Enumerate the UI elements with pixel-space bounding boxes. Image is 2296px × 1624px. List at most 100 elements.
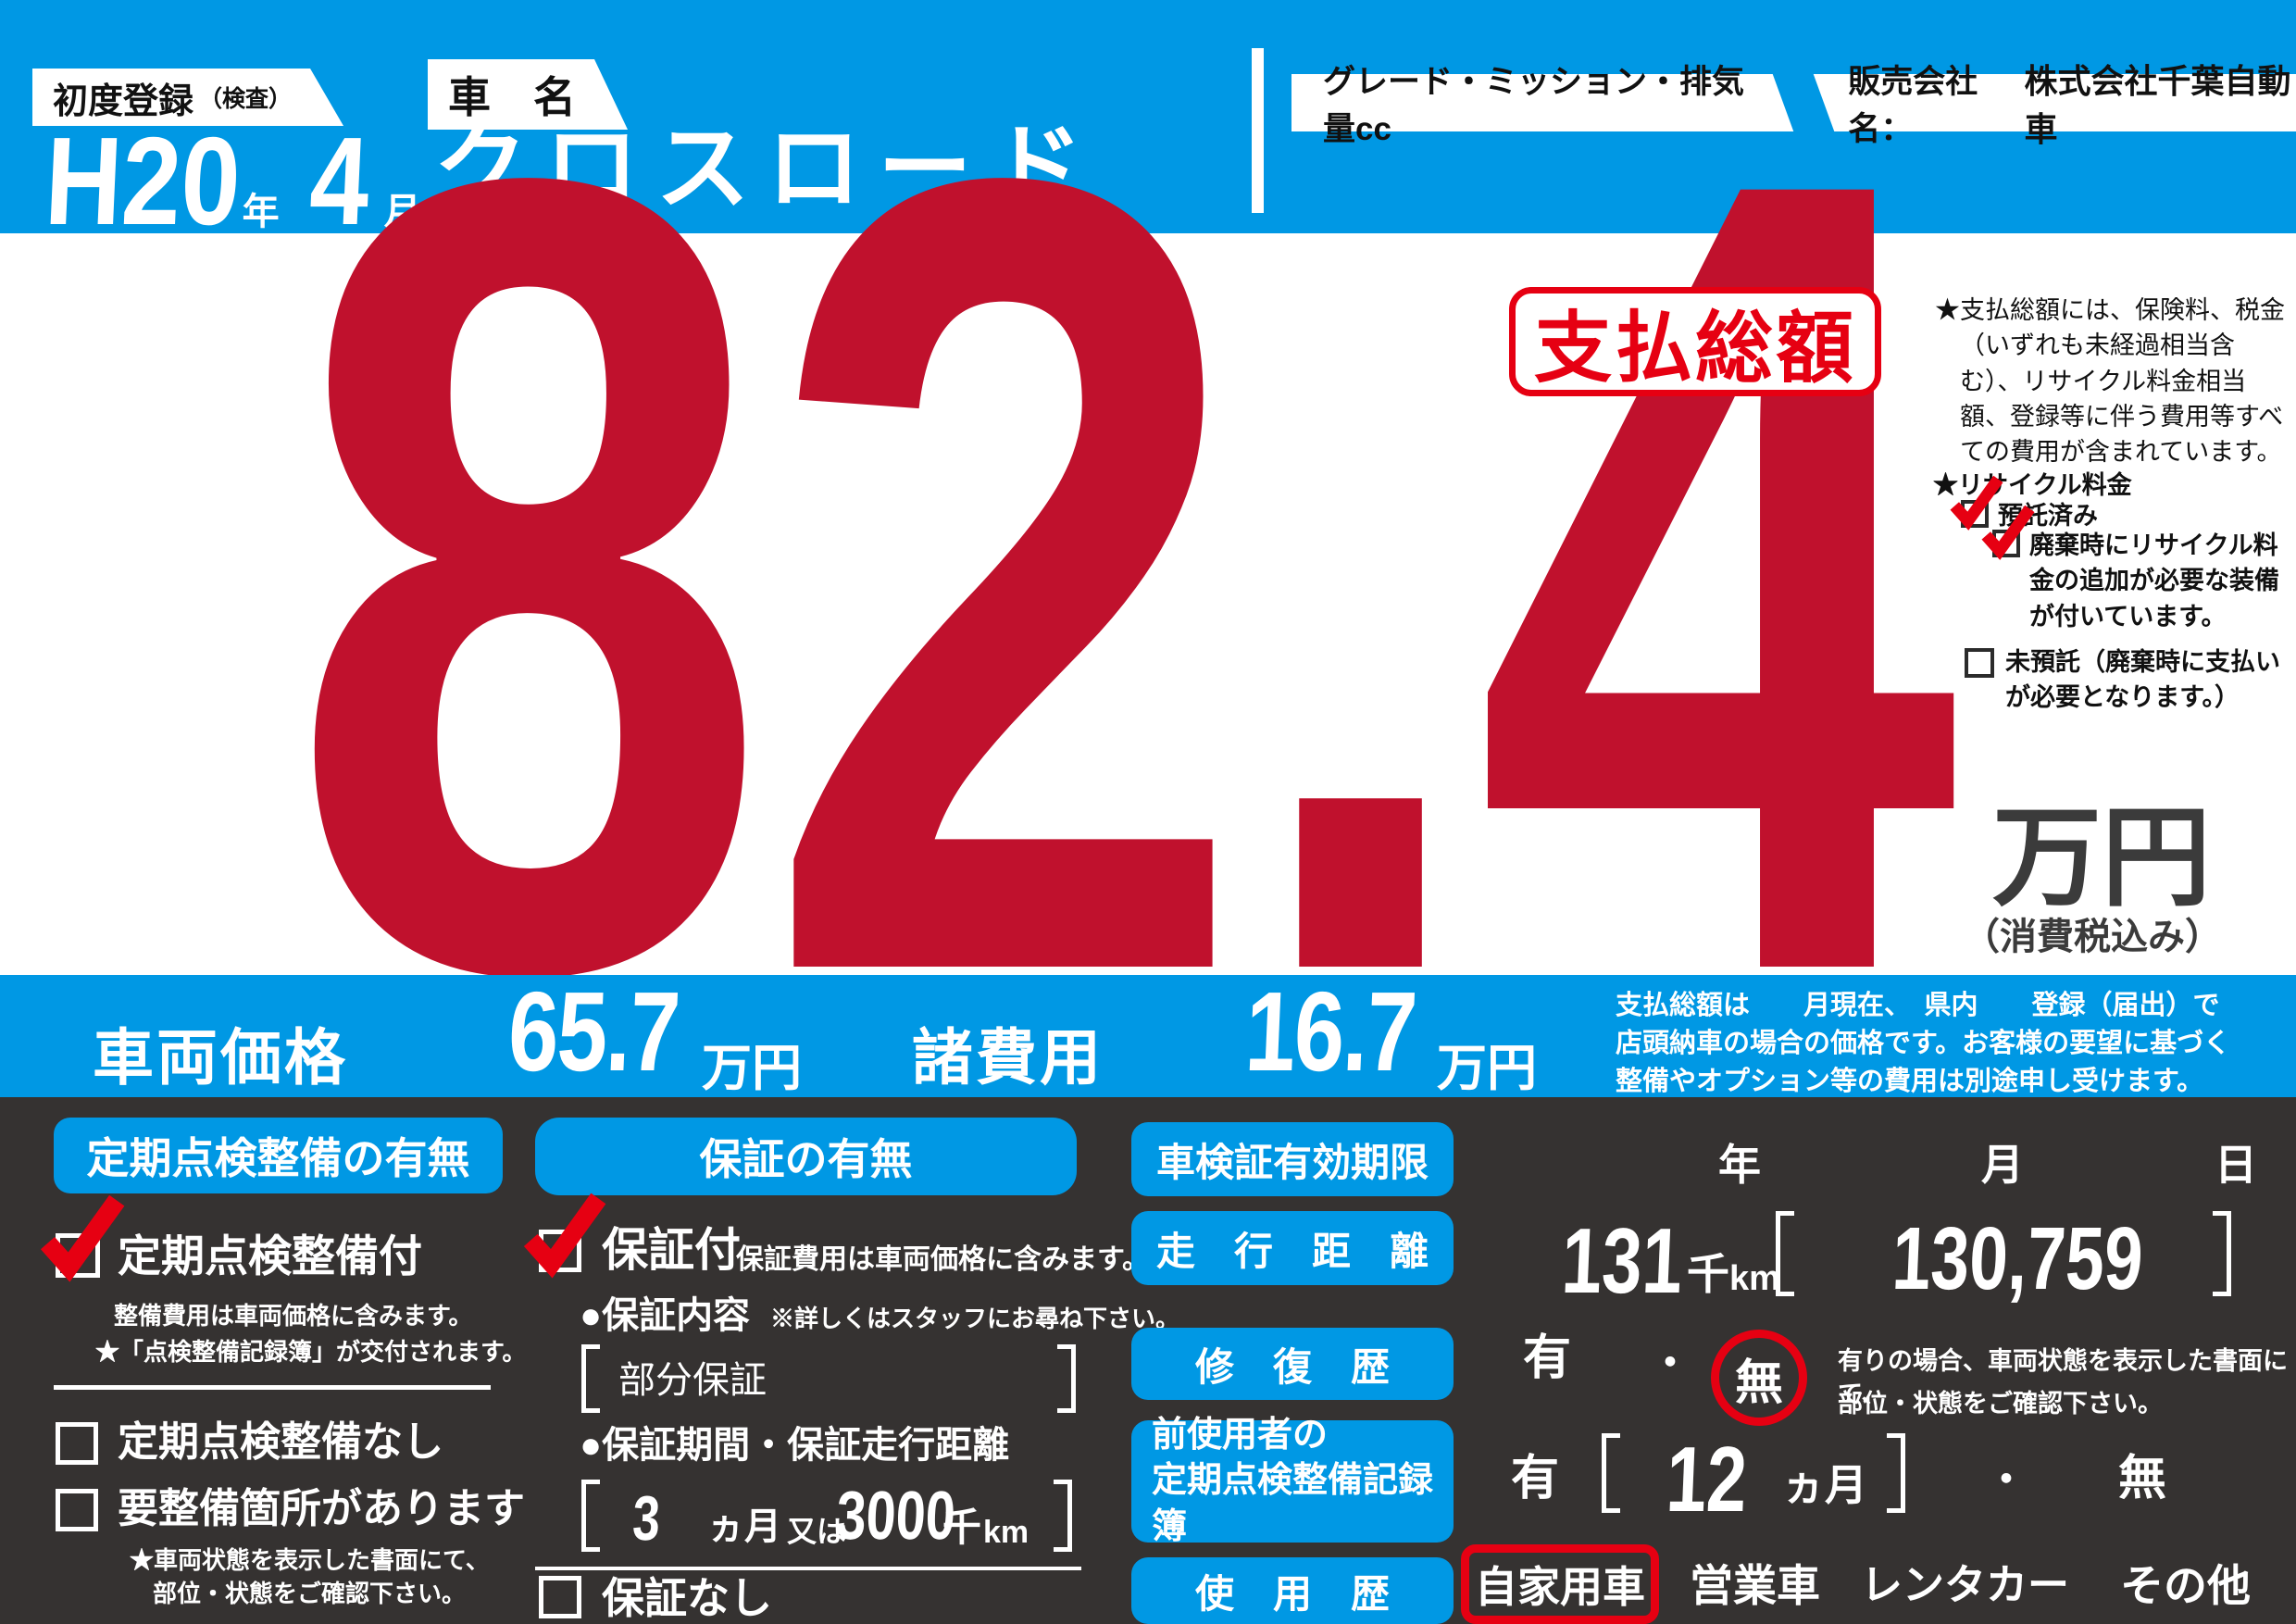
maintenance-without-label: 定期点検整備なし (118, 1419, 443, 1465)
record-book-label-line1: 前使用者の (1152, 1415, 1329, 1455)
first-registration-note: （検査） (199, 86, 293, 112)
header-bar: 初度登録 （検査） 車 名 H20 年 4 月 クロスロード グレード・ミッショ… (0, 0, 2296, 251)
car-name-tag: 車 名 (428, 59, 628, 130)
price-bar-note-line3: 整備やオプション等の費用は別途申し受けます。 (1616, 1067, 2204, 1097)
box-mark-icon: 自家用車 (1461, 1544, 1659, 1624)
vehicle-price-value: 65.7 (505, 968, 681, 1094)
warranty-period-distance-unit2: km (983, 1515, 1029, 1550)
usage-option-rental: レンタカー (1861, 1561, 2070, 1608)
mileage-label: 走 行 距 離 (1131, 1211, 1454, 1285)
warranty-with-note: 保証費用は車両価格に含みます。 (736, 1244, 1150, 1275)
maintenance-note-2: ★「点検整備記録簿」が交付されます。 (95, 1338, 527, 1366)
needs-maintenance-note-1: ★車両状態を表示した書面にて、 (130, 1546, 490, 1574)
mileage-unit-1: 千 (1687, 1250, 1729, 1298)
check-icon (523, 1193, 606, 1279)
checkbox-warranty-without[interactable] (539, 1576, 581, 1618)
fees-value: 16.7 (1242, 968, 1418, 1094)
warranty-divider (535, 1567, 1081, 1570)
fees-unit: 万円 (1437, 1041, 1537, 1096)
check-icon (1950, 475, 2003, 531)
inspection-year-unit: 年 (1718, 1141, 1761, 1189)
inspection-day-unit: 日 (2215, 1141, 2257, 1189)
recycle-title: ★リサイクル料金 (1933, 471, 2132, 499)
checkbox-needs-maintenance[interactable] (56, 1489, 98, 1531)
price-bar-note-line1: 支払総額は 月現在、 県内 登録（届出）で (1616, 991, 2220, 1020)
check-icon (1981, 505, 2035, 560)
maintenance-note-1: 整備費用は車両価格に含みます。 (114, 1302, 473, 1330)
warranty-period-label: ●保証期間・保証走行距離 (580, 1425, 1010, 1466)
warranty-with-label: 保証付 (602, 1224, 741, 1276)
bracket-open-icon (581, 1480, 600, 1552)
record-yes: 有 (1511, 1452, 1560, 1505)
bracket-close-icon (1887, 1433, 1905, 1513)
circle-mark-icon: 無 (1711, 1330, 1807, 1426)
header-divider (1252, 48, 1264, 213)
repair-yes: 有 (1523, 1331, 1572, 1385)
warranty-period-or: 又は (787, 1515, 847, 1548)
first-registration-tag: 初度登録 （検査） (32, 69, 343, 126)
warranty-content-note: ※詳しくはスタッフにお尋ね下さい。 (770, 1305, 1180, 1332)
bracket-open-icon (1602, 1433, 1620, 1513)
recycle-equipment-note: 廃棄時にリサイクル料金の追加が必要な装備が付いています。 (2029, 531, 2279, 631)
bracket-close-icon (2213, 1211, 2231, 1296)
total-note: ★支払総額には、保険料、税金（いずれも未経過相当含む）、リサイクル料金相当額、登… (1935, 296, 2285, 467)
usage-option-other: その他 (2120, 1561, 2251, 1610)
dealer-label: 販売会社名： (1848, 64, 1978, 147)
total-badge: 支払総額 (1509, 287, 1881, 396)
usage-option-private: 自家用車 (1475, 1563, 1645, 1611)
warranty-without-label: 保証なし (602, 1574, 772, 1622)
total-amount-unit: 万円 (1992, 797, 2212, 919)
price-bar: 車両価格 65.7 万円 諸費用 16.7 万円 支払総額は 月現在、 県内 登… (0, 968, 2296, 1097)
needs-maintenance-note-2: 部位・状態をご確認下さい。 (153, 1580, 467, 1607)
usage-history-label: 使 用 歴 (1131, 1557, 1454, 1624)
warranty-content-label: ●保証内容 (580, 1295, 751, 1336)
repair-no: 無 (1734, 1355, 1783, 1410)
grade-label: グレード・ミッション・排気量cc (1323, 64, 1745, 147)
maintenance-divider (54, 1385, 491, 1390)
warranty-period-distance: 3000 (834, 1477, 957, 1554)
vehicle-price-label: 車両価格 (93, 1023, 348, 1092)
warranty-period-months-unit: ヵ月 (707, 1506, 781, 1547)
car-name-label: 車 名 (448, 73, 576, 121)
repair-dot: ・ (1650, 1341, 1691, 1386)
bracket-open-icon (581, 1344, 600, 1413)
checkbox-maintenance-without[interactable] (56, 1422, 98, 1465)
registration-month-unit: 月 (383, 192, 421, 232)
maintenance-with-label: 定期点検整備付 (118, 1231, 422, 1280)
dealer-name: 株式会社千葉自動車 (2024, 62, 2291, 148)
recycle-not-deposited-label: 未預託（廃棄時に支払いが必要となります。） (2005, 648, 2280, 712)
car-name: クロスロード (433, 116, 1100, 221)
repair-history-label: 修 復 歴 (1131, 1328, 1454, 1400)
record-months: 12 (1664, 1428, 1750, 1531)
mileage-unit-2: km (1729, 1259, 1780, 1298)
inspection-month-unit: 月 (1981, 1141, 2024, 1189)
record-dot: ・ (1986, 1457, 2027, 1503)
registration-date: H20 年 4 月 (42, 111, 421, 251)
warranty-content-value: 部分保証 (618, 1360, 767, 1401)
record-book-label-line2: 定期点検整備記録簿 (1152, 1461, 1434, 1546)
bracket-open-icon (1776, 1211, 1794, 1296)
vehicle-price-unit: 万円 (702, 1041, 802, 1096)
check-icon (40, 1194, 125, 1282)
record-months-unit: ヵ月 (1782, 1461, 1867, 1509)
usage-option-commercial: 営業車 (1690, 1561, 1820, 1610)
price-bar-note: 支払総額は 月現在、 県内 登録（届出）で 店頭納車の場合の価格です。お客様の要… (1616, 987, 2230, 1102)
bracket-close-icon (1057, 1344, 1076, 1413)
first-registration-label: 初度登録 (53, 81, 194, 121)
record-book-label: 前使用者の 定期点検整備記録簿 (1131, 1416, 1454, 1546)
warranty-header: 保証の有無 (535, 1118, 1077, 1195)
inspection-expiry-label: 車検証有効期限 (1131, 1122, 1454, 1196)
repair-note-1: 有りの場合、車両状態を表示した書面にて、 (1838, 1347, 2288, 1409)
era-year: H20 (42, 111, 243, 251)
warranty-period-months: 3 (630, 1483, 662, 1554)
repair-note-2: 部位・状態をご確認下さい。 (1838, 1390, 2163, 1418)
bracket-close-icon (1054, 1480, 1072, 1552)
odometer-value: 130,759 (1890, 1209, 2145, 1308)
grade-strip: グレード・ミッション・排気量cc 販売会社名： 株式会社千葉自動車 (1292, 62, 2296, 148)
fees-label: 諸費用 (912, 1023, 1104, 1092)
mileage-value: 131 (1559, 1209, 1685, 1313)
checkbox-recycle-not-deposited[interactable] (1965, 648, 1994, 678)
price-bar-note-line2: 店頭納車の場合の価格です。お客様の要望に基づく (1616, 1029, 2231, 1059)
tax-note: （消費税込み） (1963, 917, 2222, 957)
